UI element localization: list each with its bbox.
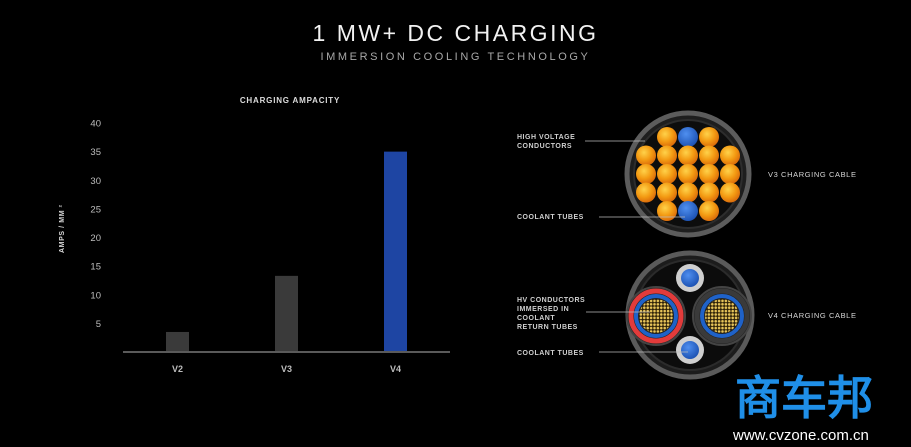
v3-cable-label: V3 CHARGING CABLE — [768, 170, 857, 179]
watermark-url: www.cvzone.com.cn — [732, 427, 869, 444]
page-subtitle: IMMERSION COOLING TECHNOLOGY — [320, 51, 591, 63]
y-axis-label: AMPS / MM ² — [59, 204, 66, 253]
bar-v4 — [384, 151, 407, 352]
v3-hv-conductor — [678, 145, 698, 166]
v3-hv-conductor — [636, 182, 656, 203]
v3-hv-conductor — [636, 164, 656, 184]
x-tick-label: V2 — [172, 364, 183, 374]
v3-hv-conductor — [699, 145, 719, 166]
wm-brand-icon: 商车邦 — [735, 371, 873, 425]
callout-hv-immersed-line2: IMMERSED IN — [517, 306, 569, 313]
y-tick-label: 35 — [90, 147, 101, 158]
v3-hv-conductor — [678, 182, 698, 203]
x-tick-label: V3 — [281, 364, 292, 374]
y-tick-label: 30 — [90, 176, 101, 187]
bar-v3 — [275, 275, 298, 352]
bar-v2 — [166, 331, 189, 352]
page-title: 1 MW+ DC CHARGING — [312, 20, 599, 46]
v3-hv-conductor — [699, 201, 719, 221]
v3-hv-conductor — [699, 127, 719, 147]
y-tick-label: 40 — [90, 119, 101, 130]
v3-hv-conductor — [720, 182, 740, 203]
watermark: 商车邦 www.cvzone.com.cn — [732, 371, 873, 444]
v3-hv-conductor — [636, 145, 656, 166]
callout-coolant-v3: COOLANT TUBES — [517, 214, 584, 221]
v3-hv-conductor — [699, 182, 719, 203]
v3-hv-conductor — [657, 201, 677, 221]
y-tick-label: 25 — [90, 204, 101, 215]
callout-hv-line2: CONDUCTORS — [517, 143, 572, 150]
y-tick-label: 10 — [90, 290, 101, 301]
chart-title: CHARGING AMPACITY — [239, 96, 341, 105]
callout-hv-immersed-line4: RETURN TUBES — [517, 324, 578, 331]
callout-hv-immersed-line3: COOLANT — [517, 315, 555, 322]
v3-hv-conductor — [657, 145, 677, 166]
v3-hv-conductor — [678, 164, 698, 184]
y-tick-label: 15 — [90, 262, 101, 273]
v3-hv-conductor — [657, 164, 677, 184]
v4-cable-label: V4 CHARGING CABLE — [768, 311, 857, 320]
callout-hv-line1: HIGH VOLTAGE — [517, 134, 575, 141]
v3-hv-conductor — [720, 145, 740, 166]
v3-hv-conductor — [699, 164, 719, 184]
v4-cable — [625, 250, 755, 380]
v3-hv-conductor — [720, 164, 740, 184]
callout-hv-immersed-line1: HV CONDUCTORS — [517, 297, 585, 304]
v3-cable — [624, 110, 752, 238]
v3-coolant-tube — [678, 201, 698, 221]
v3-hv-conductor — [657, 182, 677, 203]
callout-coolant-v4: COOLANT TUBES — [517, 350, 584, 357]
v3-coolant-tube — [678, 127, 698, 147]
x-tick-label: V4 — [390, 364, 401, 374]
v3-hv-conductor — [657, 127, 677, 147]
y-tick-label: 20 — [90, 233, 101, 244]
y-tick-label: 5 — [96, 319, 101, 330]
